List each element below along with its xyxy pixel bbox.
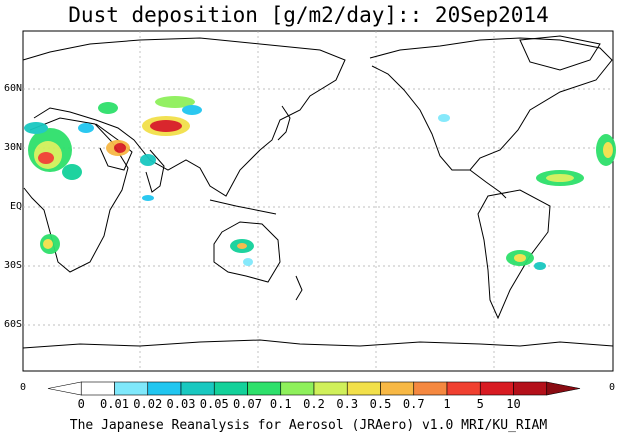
- colorbar-tick-label: 0.03: [166, 397, 196, 411]
- antarctica-coast: [22, 339, 614, 349]
- dust-patch: [140, 154, 156, 166]
- colorbar-tick-label: 0.3: [336, 397, 359, 411]
- colorbar-tick-label: 0.2: [303, 397, 325, 411]
- dust-patch: [142, 195, 154, 201]
- central-america-coast: [469, 169, 507, 199]
- lat-label-60s: 60S: [3, 319, 22, 330]
- indonesia-coast: [209, 199, 277, 215]
- dust-patch: [98, 102, 118, 114]
- lat-label-30s: 30S: [3, 260, 22, 271]
- map-frame: [22, 30, 614, 372]
- dust-patch: [78, 123, 94, 133]
- colorbar-tick-label: 0.7: [402, 397, 425, 411]
- dust-patch: [514, 254, 526, 262]
- coastlines: [22, 35, 614, 349]
- colorbar-tick-label: 0.05: [199, 397, 229, 411]
- south-america-coast: [477, 189, 551, 320]
- dust-patches: [24, 96, 616, 270]
- colorbar-tick-label: 0.07: [233, 397, 262, 411]
- colorbar-tick-label: 0.01: [100, 397, 129, 411]
- colorbar-tick-label: 0.1: [269, 397, 292, 411]
- dust-patch: [237, 243, 247, 249]
- india-coast: [145, 149, 165, 193]
- dust-patch: [243, 258, 253, 266]
- gridlines: [23, 31, 613, 371]
- eurasia-coast: [22, 37, 346, 197]
- lat-label-30n: 30N: [3, 142, 22, 153]
- colorbar-tick-label: 0: [77, 397, 85, 411]
- footer-credit: The Japanese Reanalysis for Aerosol (JRA…: [69, 418, 548, 433]
- colorbar-tick-label: 0.5: [369, 397, 392, 411]
- lat-label-eq: EQ: [9, 201, 22, 212]
- australia-coast: [213, 221, 281, 283]
- lat-label-60n: 60N: [3, 83, 22, 94]
- colorbar-tick-label: 1: [443, 397, 451, 411]
- corner-label-left: 0: [20, 382, 27, 393]
- north-america-coast: [369, 37, 613, 171]
- dust-patch: [438, 114, 450, 122]
- dust-patch: [24, 122, 48, 134]
- dust-patch: [603, 142, 613, 158]
- dust-patch: [534, 262, 546, 270]
- dust-patch: [155, 96, 195, 108]
- dust-patch: [546, 174, 574, 182]
- africa-coast: [23, 117, 129, 273]
- corner-label-right: 0: [609, 382, 616, 393]
- greenland-coast: [519, 35, 601, 71]
- colorbar-tick-label: 10: [506, 397, 521, 411]
- dust-patch: [150, 120, 182, 132]
- colorbar-tick-label: 0.02: [133, 397, 163, 411]
- dust-patch: [182, 105, 202, 115]
- dust-patch: [114, 143, 126, 153]
- dust-patch: [38, 152, 54, 164]
- arabia-coast: [95, 123, 133, 171]
- dust-patch: [43, 239, 53, 249]
- dust-patch: [62, 164, 82, 180]
- nz-coast: [295, 275, 303, 301]
- japan-coast: [277, 105, 291, 141]
- colorbar-tick-label: 5: [476, 397, 484, 411]
- map-title: Dust deposition [g/m2/day]:: 20Sep2014: [68, 3, 549, 27]
